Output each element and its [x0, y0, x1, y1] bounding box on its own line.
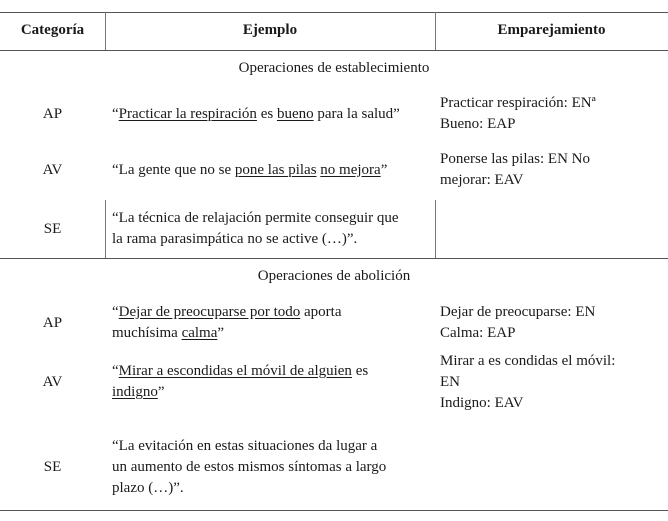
example-line: “La técnica de relajación permite conseg…: [112, 208, 434, 229]
text-segment: es: [256, 105, 277, 122]
example-line: muchísima calma”: [112, 323, 434, 344]
example-line: “Mirar a escondidas el móvil de alguien …: [112, 361, 434, 382]
col-divider: [435, 12, 436, 50]
example-line: “Practicar la respiración es bueno para …: [112, 104, 434, 125]
example-cell: “Practicar la respiración es bueno para …: [112, 104, 434, 125]
section-title: Operaciones de abolición: [257, 268, 411, 284]
example-line: plazo (…)”.: [112, 478, 434, 499]
example-line: un aumento de estos mismos síntomas a la…: [112, 457, 434, 478]
match-line: Indigno: EAV: [440, 394, 524, 411]
underlined-phrase: no mejora: [320, 161, 381, 178]
example-cell: “La evitación en estas situaciones da lu…: [112, 436, 434, 499]
header-categoria: Categoría: [20, 22, 85, 38]
example-line: “La evitación en estas situaciones da lu…: [112, 436, 434, 457]
text-segment: la rama parasimpática no se active (…)”.: [112, 231, 358, 247]
match-cell: Mirar a es condidas el móvil: EN Indigno: …: [440, 351, 668, 414]
category-cell: AP: [42, 314, 63, 331]
match-cell: Ponerse las pilas: EN No mejorar: EAV: [440, 149, 668, 191]
text-segment: para la salud”: [313, 105, 400, 122]
match-line: Ponerse las pilas: EN No: [440, 151, 590, 167]
text-segment: “: [112, 363, 119, 379]
underlined-phrase: pone las pilas: [234, 161, 317, 178]
text-segment: plazo (…)”.: [112, 479, 184, 496]
header-emparejamiento: Emparejamiento: [497, 22, 606, 38]
text-segment: ”: [217, 325, 225, 341]
text-segment: “La gente que no se: [112, 161, 235, 178]
match-line: mejorar: EAV: [440, 172, 524, 188]
example-cell: “Mirar a escondidas el móvil de alguien …: [112, 361, 434, 403]
match-cell: Dejar de preocuparse: EN Calma: EAP: [440, 302, 668, 344]
match-line: Calma: EAP: [440, 325, 516, 341]
category-cell: SE: [43, 458, 62, 475]
text-segment: “La evitación en estas situaciones da lu…: [112, 437, 378, 454]
underlined-phrase: bueno: [276, 105, 314, 122]
category-cell: AV: [42, 161, 63, 178]
category-cell: AP: [42, 105, 63, 122]
example-line: la rama parasimpática no se active (…)”.: [112, 229, 434, 250]
underlined-phrase: indigno: [112, 384, 158, 400]
underlined-phrase: Dejar de preocuparse por todo: [118, 304, 301, 320]
text-segment: un aumento de estos mismos síntomas a la…: [112, 458, 387, 475]
text-segment: “: [112, 105, 119, 122]
top-rule: [0, 12, 668, 13]
text-segment: es: [351, 363, 369, 379]
text-segment: ”: [380, 161, 388, 178]
match-line: Dejar de preocuparse: EN: [440, 304, 596, 320]
example-cell: “Dejar de preocuparse por todo aporta muc…: [112, 302, 434, 344]
header-ejemplo: Ejemplo: [242, 22, 298, 38]
section-rule: [0, 258, 668, 259]
example-cell: “La gente que no se pone las pilas no me…: [112, 160, 434, 181]
text-segment: “La técnica de relajación permite conseg…: [112, 210, 399, 226]
text-segment: muchísima: [112, 325, 182, 341]
match-cell: Practicar respiración: ENª Bueno: EAP: [440, 93, 668, 135]
underlined-phrase: Practicar la respiración: [118, 105, 257, 122]
header-rule: [0, 50, 668, 51]
col-divider: [435, 200, 436, 258]
match-line: Bueno: EAP: [440, 116, 516, 132]
section-title: Operaciones de establecimiento: [238, 60, 430, 76]
underlined-phrase: Mirar a escondidas el móvil de alguien: [118, 363, 352, 379]
col-divider: [105, 200, 106, 258]
text-segment: aporta: [300, 304, 342, 320]
match-line: EN: [440, 373, 460, 390]
example-line: indigno”: [112, 382, 434, 403]
col-divider: [105, 12, 106, 50]
match-line: Mirar a es condidas el móvil:: [440, 352, 616, 369]
example-cell: “La técnica de relajación permite conseg…: [112, 208, 434, 250]
underlined-phrase: calma: [181, 325, 218, 341]
bottom-rule: [0, 510, 668, 511]
category-cell: SE: [43, 220, 62, 237]
text-segment: “: [112, 304, 119, 320]
example-line: “Dejar de preocuparse por todo aporta: [112, 302, 434, 323]
example-line: “La gente que no se pone las pilas no me…: [112, 160, 434, 181]
category-cell: AV: [42, 373, 63, 390]
text-segment: ”: [157, 384, 165, 400]
match-line: Practicar respiración: ENª: [440, 95, 596, 111]
